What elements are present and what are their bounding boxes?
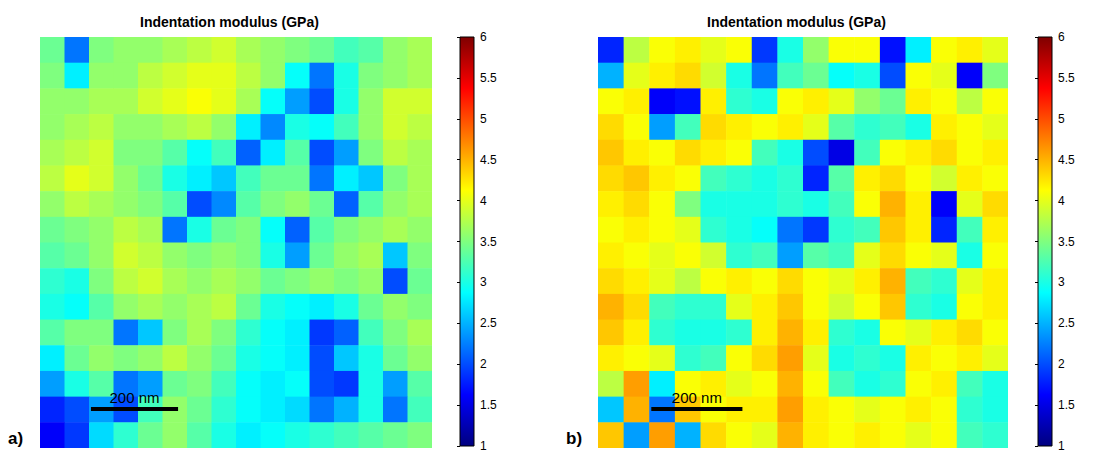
svg-text:4: 4 <box>480 194 487 208</box>
svg-text:4.5: 4.5 <box>1058 153 1075 167</box>
svg-text:2: 2 <box>480 357 487 371</box>
svg-text:2: 2 <box>1058 357 1065 371</box>
svg-text:200 nm: 200 nm <box>109 389 159 406</box>
svg-text:5: 5 <box>1058 112 1065 126</box>
svg-text:6: 6 <box>480 30 487 44</box>
svg-text:1.5: 1.5 <box>1058 398 1075 412</box>
svg-text:b): b) <box>566 429 582 448</box>
svg-text:1: 1 <box>480 439 487 453</box>
svg-text:2.5: 2.5 <box>480 316 497 330</box>
svg-text:Indentation modulus (GPa): Indentation modulus (GPa) <box>707 14 886 30</box>
svg-text:Indentation modulus (GPa): Indentation modulus (GPa) <box>140 14 319 30</box>
svg-text:3: 3 <box>480 275 487 289</box>
svg-text:3.5: 3.5 <box>1058 235 1075 249</box>
svg-text:4: 4 <box>1058 194 1065 208</box>
svg-text:2.5: 2.5 <box>1058 316 1075 330</box>
svg-text:3.5: 3.5 <box>480 235 497 249</box>
svg-text:200 nm: 200 nm <box>672 389 722 406</box>
svg-text:a): a) <box>8 429 23 448</box>
svg-text:3: 3 <box>1058 275 1065 289</box>
svg-text:4.5: 4.5 <box>480 153 497 167</box>
svg-text:1: 1 <box>1058 439 1065 453</box>
svg-text:5.5: 5.5 <box>480 71 497 85</box>
svg-text:5: 5 <box>480 112 487 126</box>
svg-text:6: 6 <box>1058 30 1065 44</box>
svg-text:1.5: 1.5 <box>480 398 497 412</box>
svg-text:5.5: 5.5 <box>1058 71 1075 85</box>
